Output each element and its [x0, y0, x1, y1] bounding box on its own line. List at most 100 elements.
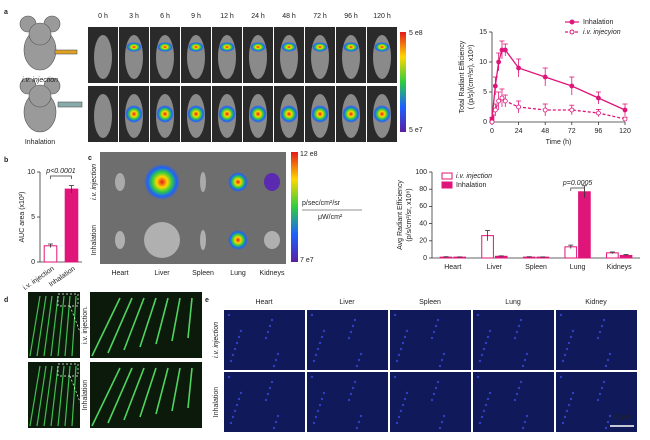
nucleus	[276, 414, 280, 418]
nucleus	[476, 313, 480, 317]
nucleus	[355, 364, 359, 368]
nucleus	[438, 426, 442, 430]
nucleus	[440, 358, 444, 362]
image-tile	[390, 372, 471, 432]
nucleus	[430, 398, 434, 402]
y-tick-label: 0	[423, 255, 427, 262]
signal	[126, 42, 142, 52]
nucleus	[559, 313, 563, 317]
nucleus	[521, 364, 525, 368]
marker	[596, 95, 601, 101]
x-axis-label: Time (h)	[546, 139, 572, 146]
nucleus	[517, 386, 521, 390]
nucleus	[513, 336, 517, 340]
colorbar-label: 7 e7	[300, 257, 314, 264]
image-tile	[556, 372, 637, 432]
nucleus	[322, 391, 326, 395]
image-tile	[390, 310, 471, 370]
nucleus	[399, 409, 403, 413]
nucleus	[231, 353, 235, 357]
nucleus	[521, 426, 525, 430]
nucleus	[397, 415, 401, 419]
nucleus	[606, 420, 610, 424]
mouse-silhouette	[373, 35, 391, 79]
image-tile	[224, 372, 305, 432]
nucleus	[270, 380, 274, 384]
nucleus	[602, 380, 606, 384]
signal	[188, 42, 204, 52]
y-tick-label: 5	[31, 214, 35, 221]
image-tile	[28, 362, 80, 428]
signal	[374, 42, 390, 52]
time-label: 0 h	[98, 13, 108, 20]
nucleus	[482, 347, 486, 351]
y-axis-label: AUC area (x10²)	[19, 192, 26, 243]
nucleus	[322, 329, 326, 333]
bar	[578, 191, 591, 259]
signal	[343, 42, 359, 52]
organ-label: Lung	[230, 270, 246, 277]
series-line	[491, 97, 626, 123]
time-label: 120 h	[373, 13, 391, 20]
nucleus	[563, 353, 567, 357]
organ-label: Heart	[111, 270, 128, 277]
zoom-box	[57, 363, 79, 377]
nucleus	[229, 359, 233, 363]
nucleus	[604, 364, 608, 368]
nucleus	[320, 397, 324, 401]
branch	[187, 297, 193, 339]
nucleus	[608, 352, 612, 356]
nucleus	[395, 359, 399, 363]
marker	[622, 116, 628, 122]
y-tick-label: 20	[419, 238, 427, 245]
signal	[342, 105, 360, 123]
signal	[281, 42, 297, 52]
organ	[144, 164, 180, 200]
nucleus	[349, 330, 353, 334]
nucleus	[233, 347, 237, 351]
x-tick-label: 24	[515, 128, 523, 135]
nucleus	[513, 398, 517, 402]
branch	[107, 297, 133, 354]
nucleus	[567, 403, 571, 407]
nucleus	[525, 352, 529, 356]
nucleus	[264, 398, 268, 402]
nucleus	[436, 380, 440, 384]
branch	[43, 295, 53, 357]
nucleus	[353, 318, 357, 322]
nucleus	[486, 397, 490, 401]
signal	[280, 105, 298, 123]
marker	[492, 83, 498, 89]
branch	[155, 297, 169, 345]
nucleus	[606, 358, 610, 362]
nucleus	[357, 420, 361, 424]
organ-label: Spleen	[192, 270, 214, 277]
zoom-line	[79, 291, 91, 295]
nucleus	[401, 341, 405, 345]
colorbar-label: 12 e8	[300, 151, 318, 158]
mouse-silhouette	[342, 35, 360, 79]
colorbar-label: μW/cm²	[318, 214, 343, 221]
panel-label: e	[205, 297, 209, 304]
y-tick-label: 10	[479, 59, 487, 66]
nucleus	[476, 375, 480, 379]
mouse-silhouette	[187, 35, 205, 79]
nucleus	[405, 391, 409, 395]
nucleus	[488, 391, 492, 395]
marker	[542, 74, 548, 80]
y-tick-label: 100	[415, 169, 427, 176]
nucleus	[310, 375, 314, 379]
y-tick-label: 15	[479, 29, 487, 36]
nucleus	[608, 414, 612, 418]
image-tile	[100, 152, 286, 264]
time-label: 24 h	[251, 13, 265, 20]
row-label: Inhalation	[213, 387, 220, 417]
branch	[57, 295, 65, 357]
nucleus	[478, 421, 482, 425]
colorbar	[400, 32, 406, 132]
zoom-line	[69, 305, 91, 359]
row-label: i.v. injection	[22, 77, 58, 84]
nucleus	[401, 403, 405, 407]
x-tick-label: Lung	[570, 264, 586, 271]
nucleus	[519, 380, 523, 384]
